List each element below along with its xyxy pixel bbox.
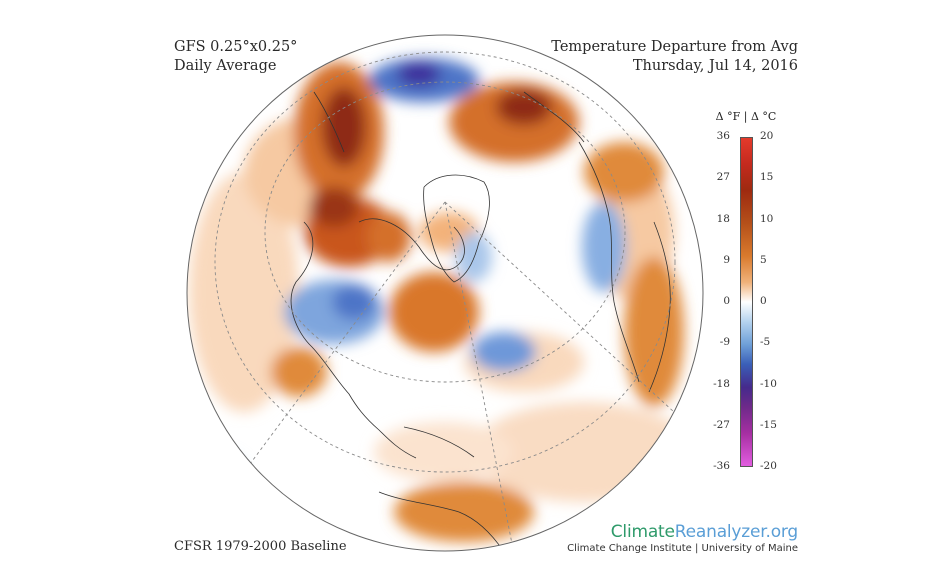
baseline-label: CFSR 1979-2000 Baseline [174,539,347,554]
map-title: Temperature Departure from Avg [551,39,798,55]
tick-c: 20 [760,130,774,142]
tick-f: -36 [713,460,730,472]
temperature-anomaly-globe [186,34,704,552]
tick-f: 0 [723,295,730,307]
tick-f: 36 [716,130,730,142]
graticule [214,51,676,551]
tick-c: -5 [760,336,771,349]
temperature-colorbar [740,137,753,467]
brand-affiliation: Climate Change Institute | University of… [567,543,798,554]
legend-title: Δ °F | Δ °C [715,110,777,123]
tick-c: 0 [760,295,767,307]
model-resolution: GFS 0.25°x0.25° [174,39,298,55]
tick-f: -9 [719,336,730,349]
tick-c: -20 [760,460,777,472]
tick-f: -18 [713,377,730,390]
tick-f: 18 [716,212,730,225]
map-heading: Temperature Departure from Avg Thursday,… [551,38,798,76]
brand-block: ClimateReanalyzer.org Climate Change Ins… [567,522,798,554]
tick-c: 10 [760,212,774,225]
anomaly-field [187,58,694,542]
tick-c: -10 [760,377,777,390]
tick-c: -15 [760,418,777,431]
tick-c: 5 [760,253,767,266]
averaging-period: Daily Average [174,58,277,74]
globe-outline [186,34,704,552]
tick-c: 15 [760,171,774,184]
model-info: GFS 0.25°x0.25° Daily Average [174,38,297,76]
map-date: Thursday, Jul 14, 2016 [632,58,798,74]
brand-logo-text[interactable]: ClimateReanalyzer.org [610,522,798,542]
tick-f: 9 [723,253,730,266]
tick-f: -27 [713,418,730,431]
tick-f: 27 [716,171,730,184]
coastlines [290,91,671,551]
